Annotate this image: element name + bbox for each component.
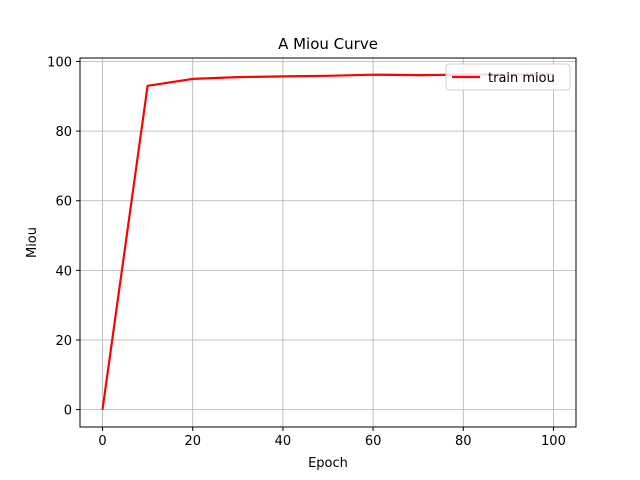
- chart-title: A Miou Curve: [278, 35, 378, 53]
- y-tick-label: 40: [55, 264, 72, 279]
- x-tick-label: 60: [365, 434, 382, 449]
- x-axis-label: Epoch: [308, 456, 348, 471]
- y-axis-label: Miou: [25, 227, 40, 258]
- legend-label: train miou: [488, 71, 555, 86]
- x-tick-label: 20: [184, 434, 201, 449]
- x-tick-label: 80: [455, 434, 472, 449]
- x-tick-label: 100: [541, 434, 566, 449]
- legend-box: [445, 63, 571, 91]
- grid: [80, 58, 576, 427]
- y-tick-label: 0: [64, 404, 72, 419]
- x-tick-label: 40: [275, 434, 292, 449]
- y-tick-label: 100: [47, 55, 72, 70]
- y-tick-label: 80: [55, 125, 72, 140]
- legend: train miou: [445, 63, 571, 91]
- y-tick-label: 20: [55, 334, 72, 349]
- plot-frame: [79, 57, 577, 428]
- ticks: 0 20 40 60 80 100 0 20 40 60 80 100: [47, 55, 566, 449]
- y-tick-label: 60: [55, 195, 72, 210]
- x-tick-label: 0: [98, 434, 106, 449]
